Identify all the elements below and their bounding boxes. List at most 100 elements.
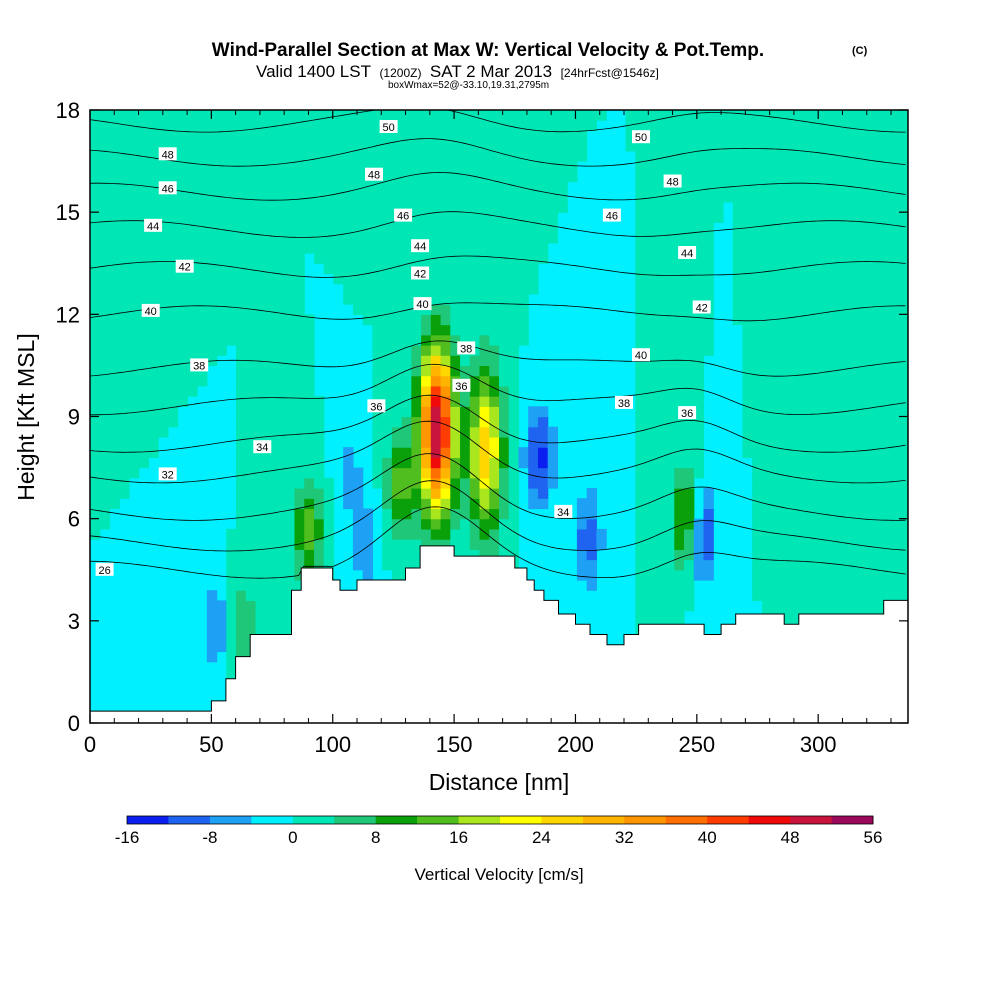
velocity-cell xyxy=(226,150,237,162)
velocity-cell xyxy=(99,344,111,356)
velocity-cell xyxy=(460,171,471,183)
velocity-cell xyxy=(508,447,520,458)
velocity-cell xyxy=(284,344,296,356)
velocity-cell xyxy=(313,253,325,264)
velocity-cell xyxy=(820,467,831,479)
velocity-cell xyxy=(800,436,812,448)
velocity-cell xyxy=(391,242,403,254)
velocity-cell xyxy=(898,171,908,183)
velocity-cell xyxy=(761,600,773,612)
velocity-cell xyxy=(518,171,529,183)
velocity-cell xyxy=(528,222,539,234)
velocity-cell xyxy=(391,150,403,162)
velocity-cell xyxy=(421,406,432,418)
velocity-cell xyxy=(752,242,763,254)
velocity-cell xyxy=(869,242,880,254)
velocity-cell xyxy=(742,242,753,254)
velocity-cell xyxy=(693,273,705,285)
velocity-cell xyxy=(499,171,510,183)
velocity-cell xyxy=(898,355,908,367)
velocity-cell xyxy=(323,212,335,223)
velocity-cell xyxy=(343,222,354,234)
velocity-cell xyxy=(761,120,773,132)
velocity-cell xyxy=(119,385,130,397)
velocity-cell xyxy=(800,314,812,326)
velocity-cell xyxy=(90,457,101,469)
velocity-cell xyxy=(284,273,296,285)
velocity-cell xyxy=(791,344,802,356)
velocity-cell xyxy=(830,110,841,121)
velocity-cell xyxy=(898,181,908,193)
velocity-cell xyxy=(771,334,783,346)
velocity-cell xyxy=(90,498,101,510)
velocity-cell xyxy=(255,110,266,121)
velocity-cell xyxy=(713,191,724,203)
velocity-cell xyxy=(684,181,695,193)
velocity-cell xyxy=(839,130,851,142)
velocity-cell xyxy=(869,222,880,234)
velocity-cell xyxy=(654,549,666,561)
velocity-cell xyxy=(391,549,403,561)
velocity-cell xyxy=(245,477,257,489)
velocity-cell xyxy=(830,406,841,418)
velocity-cell xyxy=(791,498,802,510)
velocity-cell xyxy=(654,488,666,499)
velocity-cell xyxy=(450,447,461,458)
velocity-cell xyxy=(791,181,802,193)
velocity-cell xyxy=(265,232,276,244)
velocity-cell xyxy=(167,375,179,387)
velocity-cell xyxy=(742,355,753,367)
velocity-cell xyxy=(109,283,120,295)
velocity-cell xyxy=(352,283,364,295)
velocity-cell xyxy=(304,488,315,499)
velocity-cell xyxy=(557,161,568,172)
velocity-cell xyxy=(703,150,714,162)
velocity-cell xyxy=(119,130,130,142)
velocity-cell xyxy=(703,498,714,510)
velocity-cell xyxy=(362,181,374,193)
velocity-cell xyxy=(401,355,412,367)
velocity-cell xyxy=(869,110,880,121)
velocity-cell xyxy=(761,508,773,520)
velocity-cell xyxy=(167,385,179,397)
velocity-cell xyxy=(245,293,257,305)
velocity-cell xyxy=(109,457,120,469)
velocity-cell xyxy=(645,140,656,152)
velocity-cell xyxy=(226,212,237,223)
velocity-cell xyxy=(255,375,266,387)
velocity-cell xyxy=(693,447,705,458)
velocity-cell xyxy=(99,498,111,510)
velocity-cell xyxy=(859,222,870,234)
velocity-cell xyxy=(158,120,169,132)
velocity-cell xyxy=(372,130,383,142)
velocity-cell xyxy=(752,569,763,581)
velocity-cell xyxy=(304,110,315,121)
velocity-cell xyxy=(761,477,773,489)
velocity-cell xyxy=(742,314,753,326)
velocity-cell xyxy=(382,232,393,244)
velocity-cell xyxy=(450,508,461,520)
velocity-cell xyxy=(352,130,364,142)
velocity-cell xyxy=(654,150,666,162)
velocity-cell xyxy=(869,283,880,295)
velocity-cell xyxy=(333,161,344,172)
velocity-cell xyxy=(99,253,111,264)
velocity-cell xyxy=(99,150,111,162)
velocity-cell xyxy=(674,191,685,203)
velocity-cell xyxy=(635,477,646,489)
velocity-cell xyxy=(197,242,208,254)
velocity-cell xyxy=(313,222,325,234)
velocity-cell xyxy=(859,396,870,407)
velocity-cell xyxy=(664,304,675,315)
velocity-cell xyxy=(469,232,481,244)
velocity-cell xyxy=(304,171,315,183)
velocity-cell xyxy=(508,518,520,530)
velocity-cell xyxy=(138,181,150,193)
velocity-cell xyxy=(372,110,383,121)
theta-label-box xyxy=(554,504,573,518)
velocity-cell xyxy=(635,457,646,469)
velocity-cell xyxy=(713,120,724,132)
velocity-cell xyxy=(430,426,442,438)
velocity-cell xyxy=(167,242,179,254)
velocity-cell xyxy=(499,324,510,336)
